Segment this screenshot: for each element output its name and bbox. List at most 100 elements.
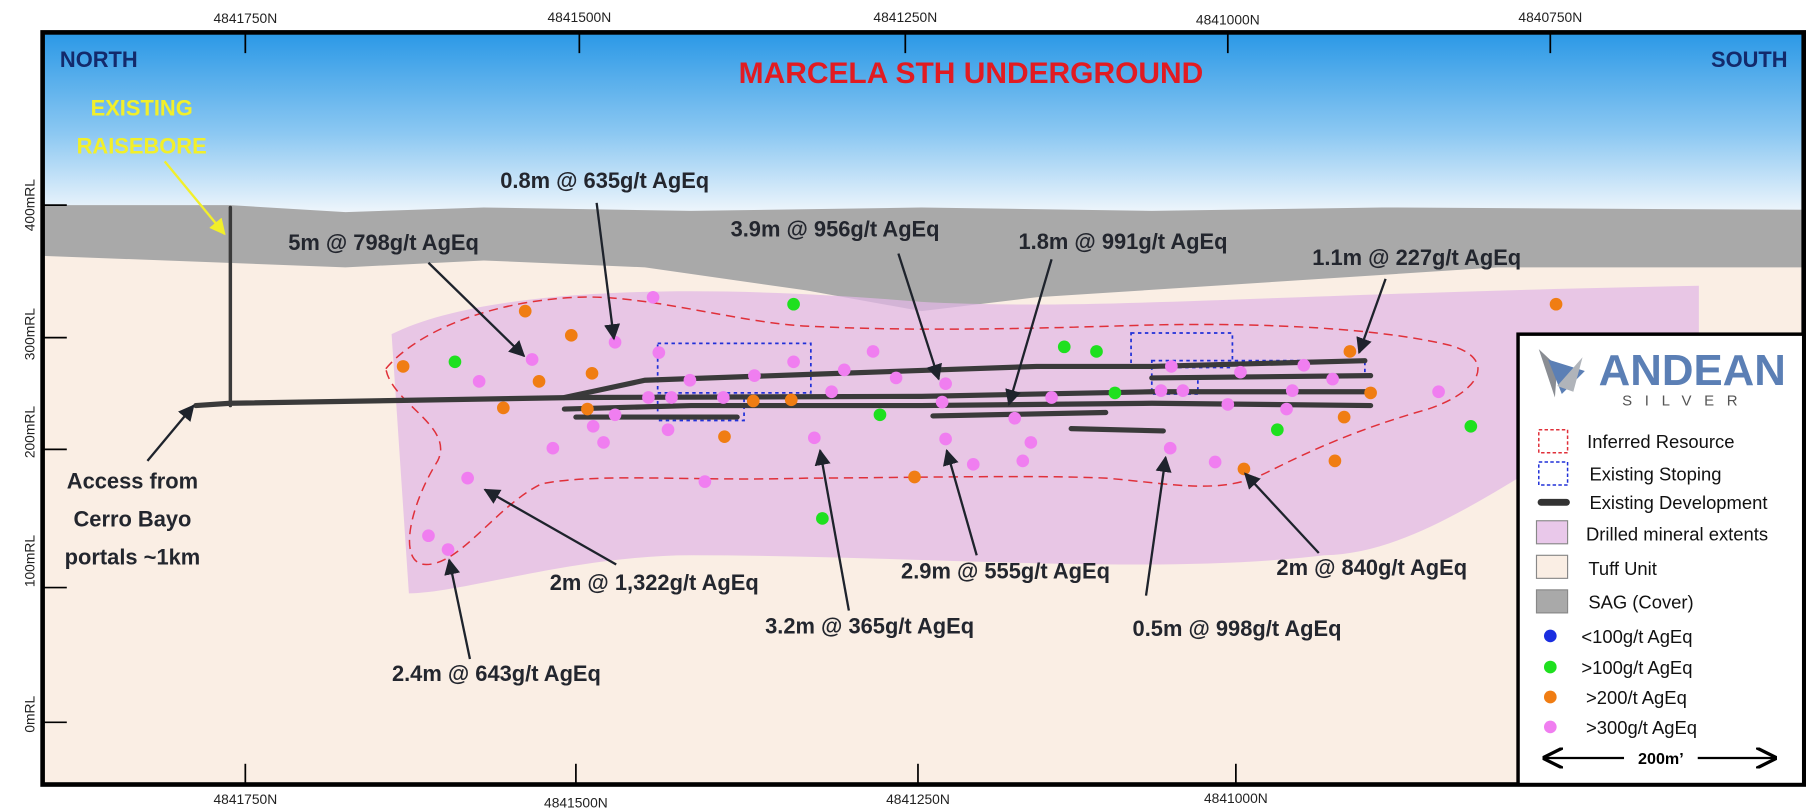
drill-holes	[396, 290, 1563, 556]
drill-hole	[1237, 462, 1251, 476]
elevation-label: 300mRL	[22, 308, 38, 361]
elevation-label: 200mRL	[22, 406, 38, 459]
drill-hole	[1165, 360, 1178, 373]
intercept-label: 0.8m @ 635g/t AgEq	[500, 168, 709, 193]
access-label: portals ~1km	[65, 545, 201, 570]
ticks	[42, 32, 1552, 785]
legend-label: Existing Development	[1589, 492, 1767, 513]
drill-hole	[586, 419, 600, 433]
drill-hole	[935, 395, 949, 409]
drilled-mineral-extents	[391, 285, 1699, 594]
drill-hole	[816, 512, 829, 525]
drill-hole	[585, 366, 599, 380]
intercept-label: 1.1m @ 227g/t AgEq	[1312, 245, 1521, 270]
drill-hole	[1549, 297, 1563, 311]
easting-label: 4841750N	[213, 10, 277, 26]
intercept-label: 0.5m @ 998g/t AgEq	[1133, 616, 1342, 641]
drill-hole	[748, 369, 761, 382]
drill-hole	[448, 355, 462, 369]
drill-hole	[665, 391, 678, 404]
drill-hole	[1057, 340, 1071, 354]
access-label: Access from	[67, 469, 198, 494]
easting-label: 4841500N	[547, 9, 611, 25]
drill-hole	[564, 328, 578, 342]
drill-hole	[873, 408, 887, 422]
drill-hole	[652, 346, 666, 359]
easting-label: 4841000N	[1204, 790, 1268, 806]
drill-hole	[422, 529, 435, 543]
elevation-label: 100mRL	[22, 535, 38, 588]
drill-hole	[661, 423, 675, 437]
legend-label: Existing Stoping	[1589, 463, 1721, 484]
drill-hole	[1464, 419, 1478, 433]
drill-hole	[1024, 436, 1038, 449]
drill-hole	[698, 475, 712, 488]
legend-label: >300g/t AgEq	[1586, 717, 1697, 738]
easting-label: 4841250N	[873, 9, 937, 25]
brand-sub: SILVER	[1622, 393, 1750, 410]
easting-label: 4841000N	[1196, 11, 1260, 27]
drill-hole	[939, 432, 952, 446]
easting-label: 4841250N	[886, 791, 950, 807]
drill-hole	[518, 304, 532, 318]
drill-hole	[581, 402, 594, 416]
easting-label: 4841500N	[544, 795, 608, 810]
drill-hole	[608, 335, 622, 349]
drill-hole	[1343, 345, 1357, 358]
drill-hole	[646, 290, 660, 304]
drill-hole	[1090, 345, 1103, 358]
drill-hole	[825, 385, 838, 399]
drill-hole	[787, 355, 800, 369]
drill-hole	[1008, 411, 1022, 425]
drill-hole	[1337, 410, 1351, 424]
drill-hole	[1154, 384, 1168, 397]
access-label: Cerro Bayo	[73, 507, 191, 532]
drill-hole	[837, 363, 851, 377]
drill-hole	[746, 394, 760, 408]
drill-hole	[889, 371, 903, 385]
legend-label: >100g/t AgEq	[1581, 657, 1692, 678]
drill-hole	[441, 543, 455, 556]
legend: ANDEAN SILVER Inferred Resource Existing…	[1516, 332, 1806, 787]
inferred-resource	[385, 296, 1479, 566]
elevation-label: 0mRL	[22, 696, 38, 733]
drill-hole	[1045, 391, 1058, 404]
drill-hole	[787, 297, 800, 311]
intercept-label: 2.9m @ 555g/t AgEq	[901, 558, 1110, 583]
intercept-label: 2m @ 840g/t AgEq	[1276, 555, 1467, 580]
drill-hole	[1270, 423, 1284, 437]
drill-hole	[642, 391, 655, 404]
drill-hole	[908, 470, 921, 484]
brand: ANDEAN	[1599, 346, 1786, 395]
legend-label: >200/t AgEq	[1586, 687, 1687, 708]
drill-hole	[1285, 384, 1299, 397]
drill-hole	[1234, 365, 1247, 379]
drill-hole	[496, 401, 510, 415]
title: MARCELA STH UNDERGROUND	[739, 57, 1204, 90]
raisebore-arrow	[163, 160, 226, 236]
intercept-label: 2m @ 1,322g/t AgEq	[550, 570, 759, 595]
drill-hole	[1208, 455, 1222, 469]
raisebore-label: RAISEBORE	[77, 133, 207, 158]
drill-hole	[1297, 358, 1311, 372]
sky	[42, 32, 1804, 217]
legend-label: SAG (Cover)	[1588, 591, 1693, 612]
drill-hole	[1108, 386, 1122, 400]
sag-cover	[42, 205, 1804, 312]
drill-hole	[608, 408, 622, 422]
drill-hole	[784, 393, 798, 407]
easting-label: 4840750N	[1518, 9, 1582, 25]
legend-label: Inferred Resource	[1587, 431, 1734, 452]
intercept-label: 3.9m @ 956g/t AgEq	[731, 216, 940, 241]
south-label: SOUTH	[1711, 47, 1788, 72]
drill-hole	[966, 457, 980, 471]
intercept-label: 3.2m @ 365g/t AgEq	[765, 614, 974, 639]
drill-hole	[1016, 454, 1030, 468]
drill-hole	[939, 377, 952, 391]
intercept-label: 2.4m @ 643g/t AgEq	[392, 661, 601, 686]
legend-label: Tuff Unit	[1588, 558, 1657, 579]
drill-hole	[472, 375, 486, 388]
scale-label: 200m’	[1638, 750, 1684, 768]
drill-hole	[525, 353, 539, 366]
